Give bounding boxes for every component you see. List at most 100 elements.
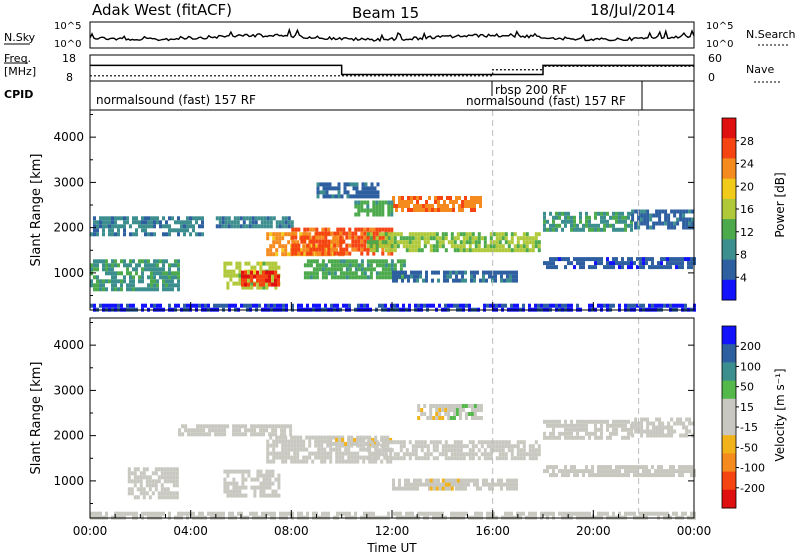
heatmap-cell: [654, 303, 657, 308]
heatmap-cell: [407, 200, 410, 204]
heatmap-cell: [618, 469, 621, 474]
heatmap-cell: [534, 240, 538, 245]
heatmap-cell: [384, 227, 388, 232]
heatmap-cell: [462, 444, 466, 449]
heatmap-cell: [256, 424, 260, 429]
heatmap-cell: [488, 274, 491, 279]
heatmap-cell: [630, 303, 633, 308]
heatmap-cell: [591, 257, 594, 262]
heatmap-cell: [364, 182, 368, 187]
heatmap-cell: [150, 287, 153, 292]
heatmap-cell: [546, 219, 549, 224]
heatmap-cell: [588, 227, 591, 232]
heatmap-cell: [464, 196, 467, 200]
heatmap-cell: [329, 437, 333, 442]
heatmap-cell: [357, 303, 360, 308]
velocity-y-label: Slant Range [km]: [29, 362, 44, 475]
heatmap-cell: [354, 511, 357, 516]
heatmap-cell: [435, 244, 439, 249]
heatmap-cell: [631, 433, 635, 438]
heatmap-cell: [253, 428, 257, 433]
heatmap-cell: [159, 275, 162, 280]
heatmap-cell: [259, 432, 263, 437]
heatmap-cell: [422, 208, 425, 212]
heatmap-cell: [323, 439, 327, 444]
heatmap-cell: [215, 224, 219, 229]
heatmap-cell: [241, 469, 245, 474]
heatmap-cell: [420, 448, 424, 453]
heatmap-cell: [516, 511, 519, 516]
heatmap-cell: [567, 211, 570, 216]
heatmap-cell: [328, 186, 332, 191]
heatmap-cell: [283, 424, 287, 429]
heatmap-cell: [141, 224, 144, 229]
heatmap-cell: [373, 194, 377, 199]
heatmap-cell: [594, 435, 597, 440]
heatmap-cell: [232, 469, 236, 474]
heatmap-cell: [287, 216, 291, 221]
heatmap-cell: [531, 240, 535, 245]
heatmap-cell: [618, 465, 621, 470]
heatmap-cell: [367, 194, 371, 199]
heatmap-cell: [154, 471, 158, 476]
heatmap-cell: [522, 511, 525, 516]
heatmap-cell: [651, 465, 654, 470]
heatmap-cell: [564, 211, 567, 216]
heatmap-cell: [156, 271, 159, 276]
heatmap-cell: [345, 251, 349, 256]
heatmap-cell: [306, 227, 310, 232]
heatmap-cell: [473, 270, 476, 275]
heatmap-cell: [111, 228, 114, 233]
heatmap-cell: [666, 473, 669, 478]
heatmap-cell: [308, 435, 312, 440]
heatmap-cell: [399, 236, 403, 241]
heatmap-cell: [428, 204, 431, 208]
heatmap-cell: [381, 259, 385, 264]
heatmap-cell: [163, 467, 167, 472]
heatmap-cell: [241, 432, 245, 437]
heatmap-cell: [321, 239, 325, 244]
heatmap-cell: [483, 244, 487, 249]
heatmap-cell: [462, 511, 465, 516]
heatmap-cell: [649, 421, 653, 426]
heatmap-cell: [380, 437, 384, 442]
heatmap-cell: [682, 221, 686, 226]
heatmap-cell: [537, 448, 541, 453]
heatmap-cell: [441, 482, 445, 487]
heatmap-cell: [372, 444, 376, 449]
heatmap-cell: [120, 224, 123, 229]
heatmap-cell: [468, 303, 471, 308]
heatmap-cell: [266, 248, 270, 253]
heatmap-cell: [283, 432, 287, 437]
heatmap-cell: [130, 487, 134, 492]
heatmap-cell: [651, 257, 654, 262]
station-title: Adak West (fitACF): [92, 1, 232, 19]
heatmap-cell: [507, 444, 511, 449]
heatmap-cell: [300, 303, 303, 308]
heatmap-cell: [411, 452, 415, 457]
heatmap-cell: [558, 215, 561, 220]
heatmap-cell: [679, 217, 683, 222]
heatmap-cell: [174, 220, 177, 225]
heatmap-cell: [329, 447, 333, 452]
heatmap-cell: [234, 303, 237, 308]
heatmap-cell: [290, 455, 294, 460]
heatmap-cell: [600, 423, 603, 428]
heatmap-cell: [624, 303, 627, 308]
heatmap-cell: [296, 455, 300, 460]
heatmap-cell: [423, 511, 426, 516]
heatmap-cell: [93, 283, 96, 288]
heatmap-cell: [432, 244, 436, 249]
heatmap-cell: [114, 303, 117, 308]
heatmap-cell: [132, 220, 135, 225]
heatmap-cell: [235, 469, 239, 474]
heatmap-cell: [366, 263, 370, 268]
heatmap-cell: [552, 511, 555, 516]
heatmap-cell: [279, 303, 282, 308]
heatmap-cell: [453, 448, 457, 453]
heatmap-cell: [226, 485, 230, 490]
heatmap-cell: [287, 220, 291, 225]
heatmap-cell: [356, 451, 360, 456]
nsearch-label: N.Search: [746, 28, 796, 41]
heatmap-cell: [345, 267, 349, 272]
